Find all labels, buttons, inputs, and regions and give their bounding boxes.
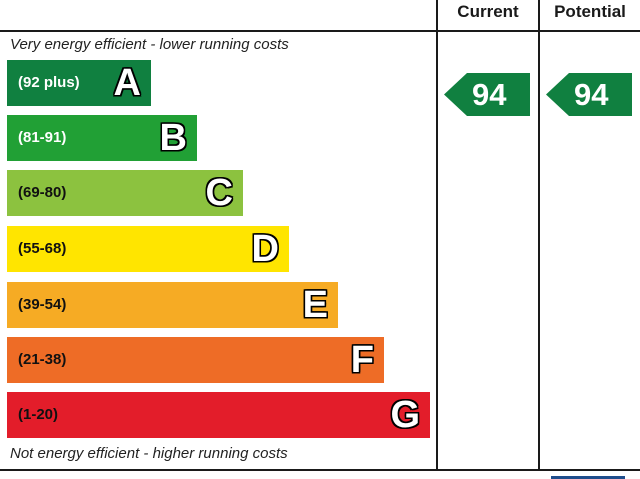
header-rule: [0, 30, 640, 32]
band-g-letter: G: [390, 394, 420, 436]
band-g-range: (1-20): [18, 406, 59, 423]
potential-rating: 94: [546, 73, 632, 116]
bottom-caption: Not energy efficient - higher running co…: [10, 445, 288, 462]
band-f-range: (21-38): [18, 351, 67, 368]
potential-rating-arrow: [546, 73, 632, 116]
band-d-range: (55-68): [18, 240, 67, 257]
band-a: (92 plus) A: [7, 60, 151, 106]
band-g: (1-20) G: [7, 392, 430, 438]
band-e-letter: E: [302, 284, 328, 326]
current-header: Current: [457, 2, 519, 21]
current-rating-arrow: [444, 73, 530, 116]
band-a-letter: A: [113, 62, 141, 104]
band-b-range: (81-91): [18, 129, 67, 146]
current-rating-value: 94: [472, 77, 507, 112]
band-c-range: (69-80): [18, 184, 67, 201]
divider-middle: [538, 0, 540, 471]
bottom-rule: [0, 469, 640, 471]
divider-left: [436, 0, 438, 471]
band-a-range: (92 plus): [18, 74, 80, 91]
top-caption: Very energy efficient - lower running co…: [10, 36, 289, 53]
band-d: (55-68) D: [7, 226, 289, 272]
band-e: (39-54) E: [7, 282, 338, 328]
potential-rating-value: 94: [574, 77, 609, 112]
potential-header: Potential: [554, 2, 626, 21]
footer-accent: [551, 476, 625, 479]
band-f-letter: F: [350, 339, 374, 381]
band-c-letter: C: [205, 172, 233, 214]
band-d-letter: D: [251, 228, 279, 270]
band-b-letter: B: [159, 117, 187, 159]
band-f: (21-38) F: [7, 337, 384, 383]
band-b: (81-91) B: [7, 115, 197, 161]
current-rating: 94: [444, 73, 530, 116]
band-e-range: (39-54): [18, 296, 67, 313]
band-c: (69-80) C: [7, 170, 243, 216]
